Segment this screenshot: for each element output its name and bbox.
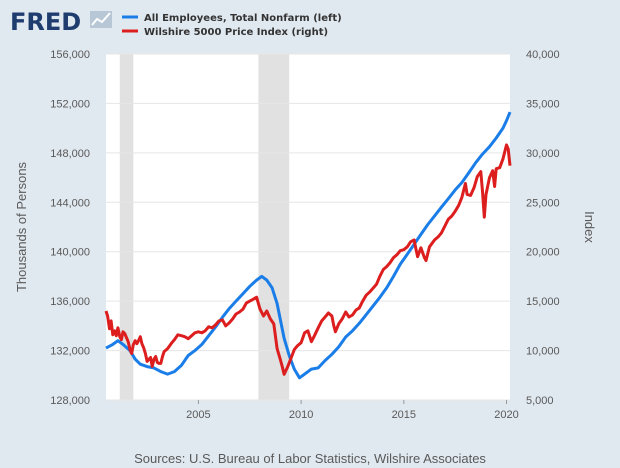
right-tick-label: 35,000: [526, 98, 560, 110]
left-axis-title: Thousands of Persons: [14, 161, 29, 292]
recession-bar: [258, 54, 290, 400]
right-tick-label: 10,000: [526, 346, 560, 358]
right-tick-label: 15,000: [526, 296, 560, 308]
x-tick-label: 2005: [186, 409, 210, 421]
series-line-employees: [105, 111, 512, 380]
x-axis: 2005 2010 2015 2020: [186, 400, 519, 421]
right-tick-label: 25,000: [526, 197, 560, 209]
legend-item-wilshire: Wilshire 5000 Price Index (right): [122, 27, 328, 38]
right-axis-title: Index: [582, 211, 597, 243]
left-tick-label: 132,000: [50, 346, 90, 358]
legend-item-employees: All Employees, Total Nonfarm (left): [122, 13, 342, 24]
x-tick-label: 2010: [289, 409, 313, 421]
left-axis: 128,000 132,000 136,000 140,000 144,000 148,0…: [50, 49, 90, 407]
legend: All Employees, Total Nonfarm (left) Wils…: [122, 13, 342, 38]
left-tick-label: 148,000: [50, 148, 90, 160]
legend-label-employees: All Employees, Total Nonfarm (left): [144, 13, 342, 24]
right-tick-label: 5,000: [526, 395, 554, 407]
left-tick-label: 156,000: [50, 49, 90, 61]
right-axis: 5,000 10,000 15,000 20,000 25,000 30,000 35,00…: [526, 49, 560, 407]
series-line-wilshire: [104, 143, 512, 376]
series-lines: [104, 111, 512, 380]
right-tick-label: 30,000: [526, 148, 560, 160]
source-note: Sources: U.S. Bureau of Labor Statistics…: [134, 451, 486, 466]
legend-label-wilshire: Wilshire 5000 Price Index (right): [144, 27, 328, 38]
x-tick-label: 2020: [494, 409, 518, 421]
left-tick-label: 136,000: [50, 296, 90, 308]
right-tick-label: 40,000: [526, 49, 560, 61]
right-tick-label: 20,000: [526, 247, 560, 259]
x-tick-label: 2015: [392, 409, 416, 421]
left-tick-label: 140,000: [50, 247, 90, 259]
trend-chart-icon: [90, 11, 112, 28]
left-tick-label: 144,000: [50, 197, 90, 209]
gridlines: [106, 53, 510, 401]
fred-logo[interactable]: FRED: [10, 8, 112, 36]
logo-text: FRED: [10, 8, 81, 36]
left-tick-label: 152,000: [50, 98, 90, 110]
recession-bar: [119, 54, 134, 400]
left-tick-label: 128,000: [50, 395, 90, 407]
